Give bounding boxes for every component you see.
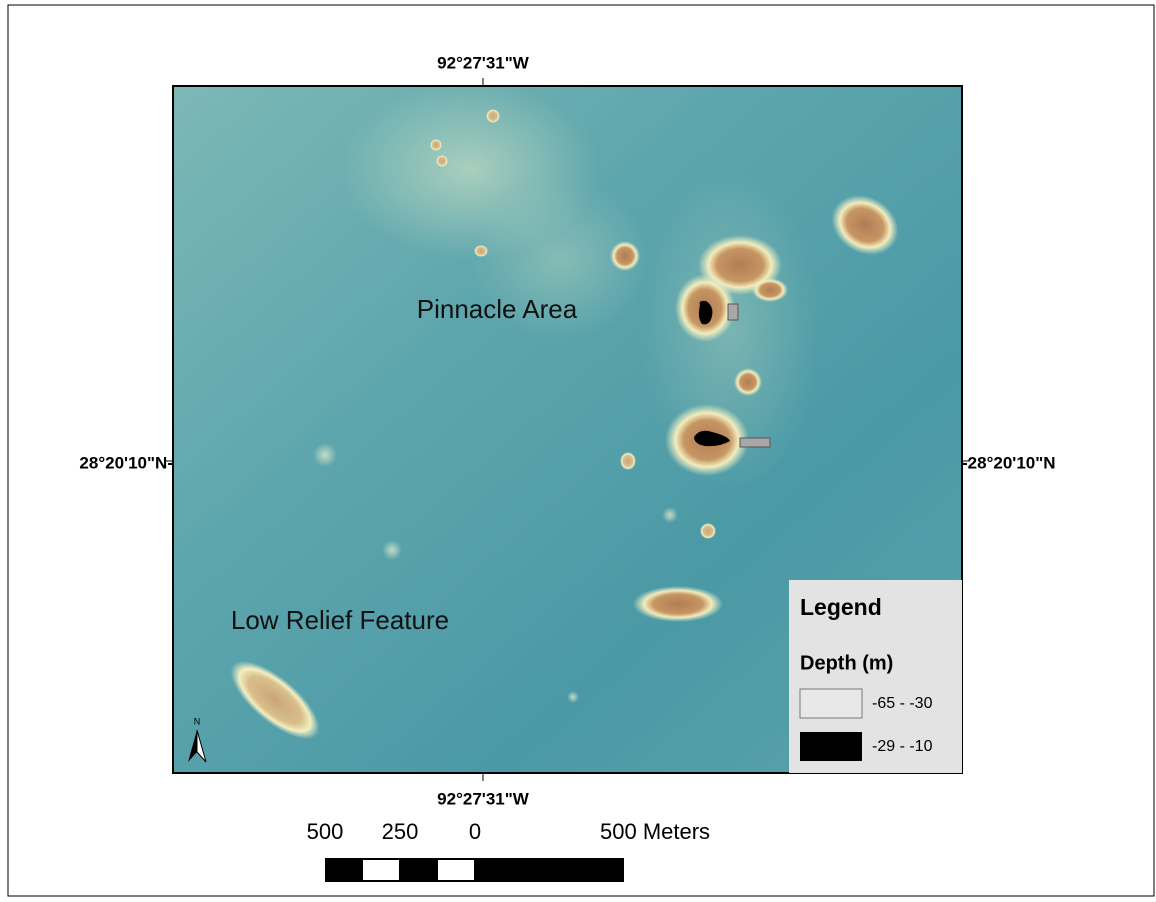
area-label: Low Relief Feature bbox=[231, 605, 449, 635]
legend-entry: -29 - -10 bbox=[872, 738, 933, 755]
north-label: N bbox=[194, 716, 201, 726]
scale-label: 0 bbox=[469, 819, 481, 844]
legend-title: Legend bbox=[800, 594, 882, 620]
area-label: Pinnacle Area bbox=[417, 294, 578, 324]
latitude-label: 28°20'10"N- bbox=[79, 453, 173, 472]
legend-swatch bbox=[800, 732, 862, 761]
scale-bar: 500 250 0 500 Meters bbox=[307, 819, 710, 882]
legend: Legend Depth (m) -65 - -30 -29 - -10 bbox=[789, 580, 962, 773]
longitude-label: 92°27'31"W bbox=[437, 789, 530, 808]
legend-subtitle: Depth (m) bbox=[800, 652, 893, 674]
scale-label: 250 bbox=[382, 819, 419, 844]
legend-swatch bbox=[800, 689, 862, 718]
legend-entry: -65 - -30 bbox=[872, 695, 933, 712]
map-figure: 92°27'31"W 92°27'31"W 28°20'10"N- -28°20… bbox=[0, 0, 1156, 897]
longitude-label: 92°27'31"W bbox=[437, 53, 530, 72]
scale-label: 500 Meters bbox=[600, 819, 710, 844]
scale-label: 500 bbox=[307, 819, 344, 844]
latitude-label: -28°20'10"N bbox=[962, 453, 1056, 472]
